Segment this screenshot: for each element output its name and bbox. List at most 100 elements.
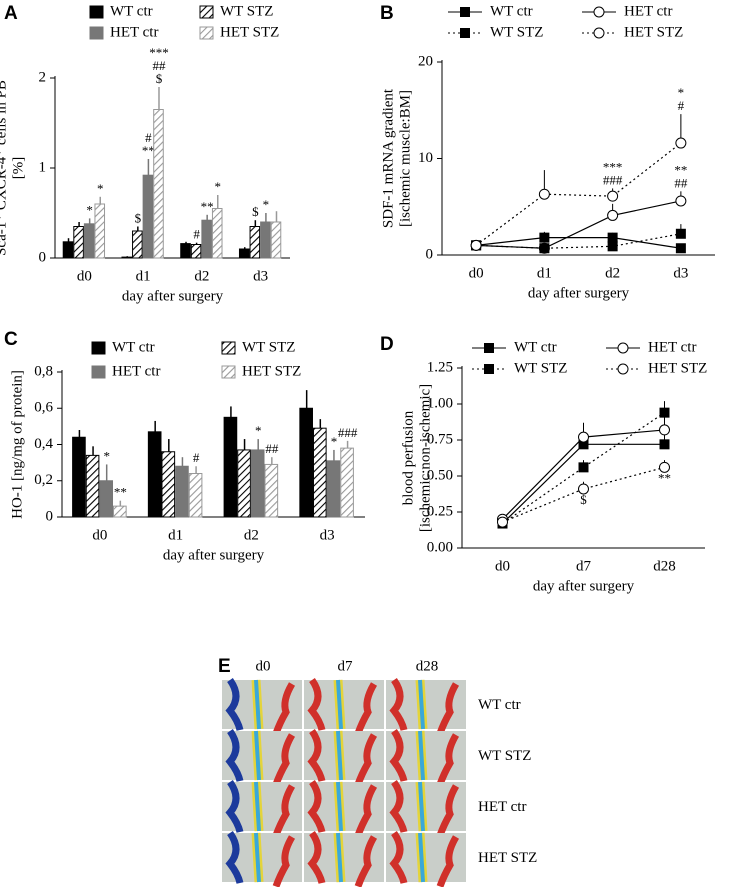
significance: *	[103, 448, 110, 463]
y-tick-label: 10	[418, 150, 433, 166]
bar	[132, 230, 143, 259]
significance: $	[580, 492, 587, 507]
vessel-mid-core	[336, 832, 343, 883]
significance: *	[97, 181, 104, 196]
legend-label: HET ctr	[110, 24, 158, 40]
significance: *	[214, 179, 221, 194]
bar	[113, 505, 127, 518]
bar	[121, 256, 133, 259]
bar	[142, 174, 154, 259]
y-tick-label: 0	[46, 508, 54, 524]
row-label: WT ctr	[478, 697, 521, 713]
significance: ***	[603, 159, 623, 174]
legend-label: WT ctr	[112, 339, 155, 355]
vessel-right	[354, 682, 378, 735]
legend-swatch	[221, 341, 236, 355]
point	[470, 239, 482, 251]
point	[659, 461, 670, 473]
significance: *	[263, 197, 270, 212]
y-tick-label: 0,4	[34, 436, 53, 452]
legend-swatch	[221, 365, 236, 379]
vessel-left	[307, 779, 326, 833]
y-tick-label: 0	[426, 246, 434, 262]
point	[675, 195, 687, 207]
vessel-right	[272, 835, 296, 887]
significance: ###	[338, 425, 358, 440]
vessel-left	[389, 728, 408, 782]
point	[578, 439, 589, 450]
vessel-mid-core	[336, 730, 343, 781]
y-axis-label: [%]	[10, 157, 26, 180]
bar	[223, 416, 238, 518]
significance: $	[252, 204, 259, 219]
legend-label: WT STZ	[490, 24, 543, 40]
y-tick-label: 1.25	[427, 359, 453, 375]
y-tick-label: 0.50	[427, 467, 453, 483]
legend-swatch	[89, 26, 104, 40]
bar	[62, 241, 74, 259]
row-label: HET STZ	[478, 850, 537, 866]
bar	[188, 473, 203, 518]
legend-label: HET STZ	[648, 360, 707, 376]
vessel-right	[272, 682, 296, 735]
y-tick-label: 0.25	[427, 503, 453, 519]
legend-swatch	[89, 5, 104, 19]
legend-label: HET ctr	[112, 363, 160, 379]
significance: *	[86, 202, 93, 217]
vessel-mid-core	[254, 832, 261, 883]
vessel-right	[354, 784, 378, 837]
x-tick-label: d3	[253, 268, 268, 284]
legend-swatch	[91, 365, 106, 379]
vessel-right	[436, 784, 460, 837]
y-tick-label: 0.75	[427, 431, 453, 447]
y-tick-label: 0.00	[427, 539, 453, 555]
bar	[211, 208, 223, 259]
point	[659, 424, 670, 436]
point	[578, 462, 589, 473]
vessel-right	[436, 682, 460, 735]
x-tick-label: d0	[495, 558, 510, 574]
x-tick-label: d2	[194, 268, 209, 284]
x-axis-label: day after surgery	[163, 547, 265, 563]
vessel-left	[307, 728, 326, 782]
legend-label: HET STZ	[242, 363, 301, 379]
vessel-right	[354, 733, 378, 786]
significance: $	[156, 71, 163, 86]
y-tick-label: 2	[39, 69, 47, 85]
y-tick-label: 0,2	[34, 472, 53, 488]
y-tick-label: 0,6	[34, 400, 53, 416]
legend-swatch	[91, 341, 106, 355]
y-tick-label: 1	[39, 159, 47, 175]
bar	[85, 454, 100, 518]
x-tick-label: d1	[136, 268, 151, 284]
y-axis-label: [ischemic:non-ischemic]	[417, 384, 433, 532]
significance: **	[114, 485, 127, 500]
bar	[99, 480, 114, 518]
legend-label: HET ctr	[648, 339, 696, 355]
bar	[326, 460, 341, 518]
bar	[72, 436, 86, 518]
legend-marker	[593, 6, 605, 18]
vessel-right	[436, 733, 460, 786]
point	[607, 232, 618, 243]
point	[497, 516, 508, 528]
legend-label: HET STZ	[220, 24, 279, 40]
vessel-left	[225, 677, 244, 731]
bar	[270, 221, 282, 259]
row-label: WT STZ	[478, 748, 531, 764]
legend-marker	[617, 342, 629, 354]
point	[578, 431, 589, 443]
point	[539, 243, 550, 254]
bar	[201, 219, 212, 259]
point	[659, 407, 670, 418]
bar	[161, 451, 176, 518]
panel-label: D	[380, 334, 394, 355]
bar	[83, 223, 95, 259]
y-axis-label: Sca-1⁺ CXCR-4⁺ cells in PB	[0, 80, 9, 256]
line	[476, 237, 681, 249]
significance: ##	[152, 58, 166, 73]
panel-label: A	[4, 3, 18, 24]
row-label: HET ctr	[478, 799, 526, 815]
legend-marker	[484, 364, 494, 374]
y-tick-label: 0	[39, 249, 47, 265]
